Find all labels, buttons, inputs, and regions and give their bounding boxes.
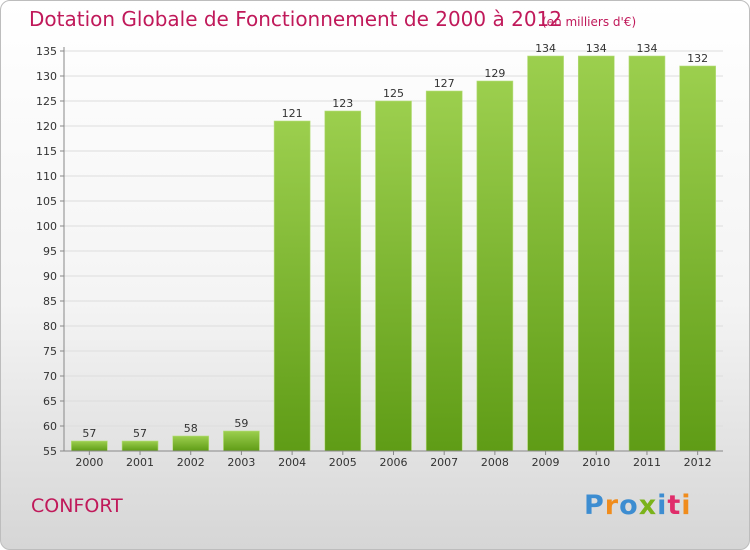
data-label-2005: 123 bbox=[332, 97, 353, 110]
logo-letter: t bbox=[667, 490, 682, 521]
bar-2007 bbox=[425, 90, 463, 452]
x-axis-ticks: 2000 2001 2002 2003 2004 2005 2006 2007 2008 2009… bbox=[75, 451, 712, 469]
logo-letter: r bbox=[604, 490, 620, 521]
y-tick-label: 95 bbox=[43, 245, 57, 258]
data-label-2007: 127 bbox=[434, 77, 455, 90]
y-tick-label: 120 bbox=[36, 120, 57, 133]
y-tick-label: 135 bbox=[36, 45, 57, 58]
x-tick-label: 2011 bbox=[633, 456, 661, 469]
x-tick-label: 2001 bbox=[126, 456, 154, 469]
chart-title: Dotation Globale de Fonctionnement de 20… bbox=[29, 7, 562, 31]
logo-letter: P bbox=[584, 490, 605, 521]
bar-2001 bbox=[121, 440, 159, 452]
bar-2012 bbox=[679, 65, 716, 452]
x-tick-label: 2000 bbox=[75, 456, 103, 469]
logo-letter: i bbox=[681, 490, 692, 521]
x-tick-label: 2002 bbox=[177, 456, 205, 469]
commune-name: CONFORT bbox=[31, 495, 123, 517]
y-tick-label: 65 bbox=[43, 395, 57, 408]
x-tick-label: 2008 bbox=[481, 456, 509, 469]
logo-letter: x bbox=[638, 490, 658, 521]
bar-2004 bbox=[273, 120, 311, 452]
y-tick-label: 110 bbox=[36, 170, 57, 183]
bar-2002 bbox=[172, 435, 210, 452]
data-label-2012: 132 bbox=[687, 52, 708, 65]
bar-2000 bbox=[71, 440, 108, 452]
y-tick-label: 90 bbox=[43, 270, 57, 283]
data-label-2010: 134 bbox=[586, 42, 607, 55]
bar-2005 bbox=[324, 110, 362, 452]
proxiti-logo: Proxiti bbox=[584, 490, 692, 521]
data-label-2009: 134 bbox=[535, 42, 556, 55]
y-axis-ticks: 55 60 65 70 75 80 85 90 95 100 105 110 115 120 125 130 1… bbox=[36, 45, 64, 458]
data-labels: 57 57 58 59 121 123 125 127 129 134 134 134 132 bbox=[82, 42, 708, 440]
bar-2008 bbox=[476, 80, 514, 452]
y-tick-label: 105 bbox=[36, 195, 57, 208]
y-tick-label: 55 bbox=[43, 445, 57, 458]
bar-2010 bbox=[577, 55, 615, 452]
x-tick-label: 2005 bbox=[329, 456, 357, 469]
bar-2003 bbox=[223, 430, 260, 452]
data-label-2004: 121 bbox=[282, 107, 303, 120]
unit-note: (en milliers d'€) bbox=[542, 15, 637, 29]
data-label-2002: 58 bbox=[184, 422, 198, 435]
data-label-2006: 125 bbox=[383, 87, 404, 100]
bars bbox=[71, 55, 716, 452]
bar-2009 bbox=[527, 55, 564, 452]
logo-letter: i bbox=[657, 490, 668, 521]
y-tick-label: 100 bbox=[36, 220, 57, 233]
x-tick-label: 2012 bbox=[684, 456, 712, 469]
y-tick-label: 75 bbox=[43, 345, 57, 358]
y-tick-label: 70 bbox=[43, 370, 57, 383]
x-tick-label: 2004 bbox=[278, 456, 306, 469]
x-tick-label: 2009 bbox=[532, 456, 560, 469]
y-tick-label: 125 bbox=[36, 95, 57, 108]
bar-2006 bbox=[375, 100, 412, 452]
y-tick-label: 80 bbox=[43, 320, 57, 333]
data-label-2001: 57 bbox=[133, 427, 147, 440]
bar-2011 bbox=[628, 55, 666, 452]
x-tick-label: 2003 bbox=[227, 456, 255, 469]
data-label-2003: 59 bbox=[234, 417, 248, 430]
y-tick-label: 115 bbox=[36, 145, 57, 158]
y-tick-label: 60 bbox=[43, 420, 57, 433]
data-label-2008: 129 bbox=[484, 67, 505, 80]
x-tick-label: 2010 bbox=[582, 456, 610, 469]
data-label-2000: 57 bbox=[82, 427, 96, 440]
y-tick-label: 85 bbox=[43, 295, 57, 308]
x-tick-label: 2006 bbox=[380, 456, 408, 469]
y-tick-label: 130 bbox=[36, 70, 57, 83]
data-label-2011: 134 bbox=[636, 42, 657, 55]
logo-letter: o bbox=[619, 490, 639, 521]
x-tick-label: 2007 bbox=[430, 456, 458, 469]
